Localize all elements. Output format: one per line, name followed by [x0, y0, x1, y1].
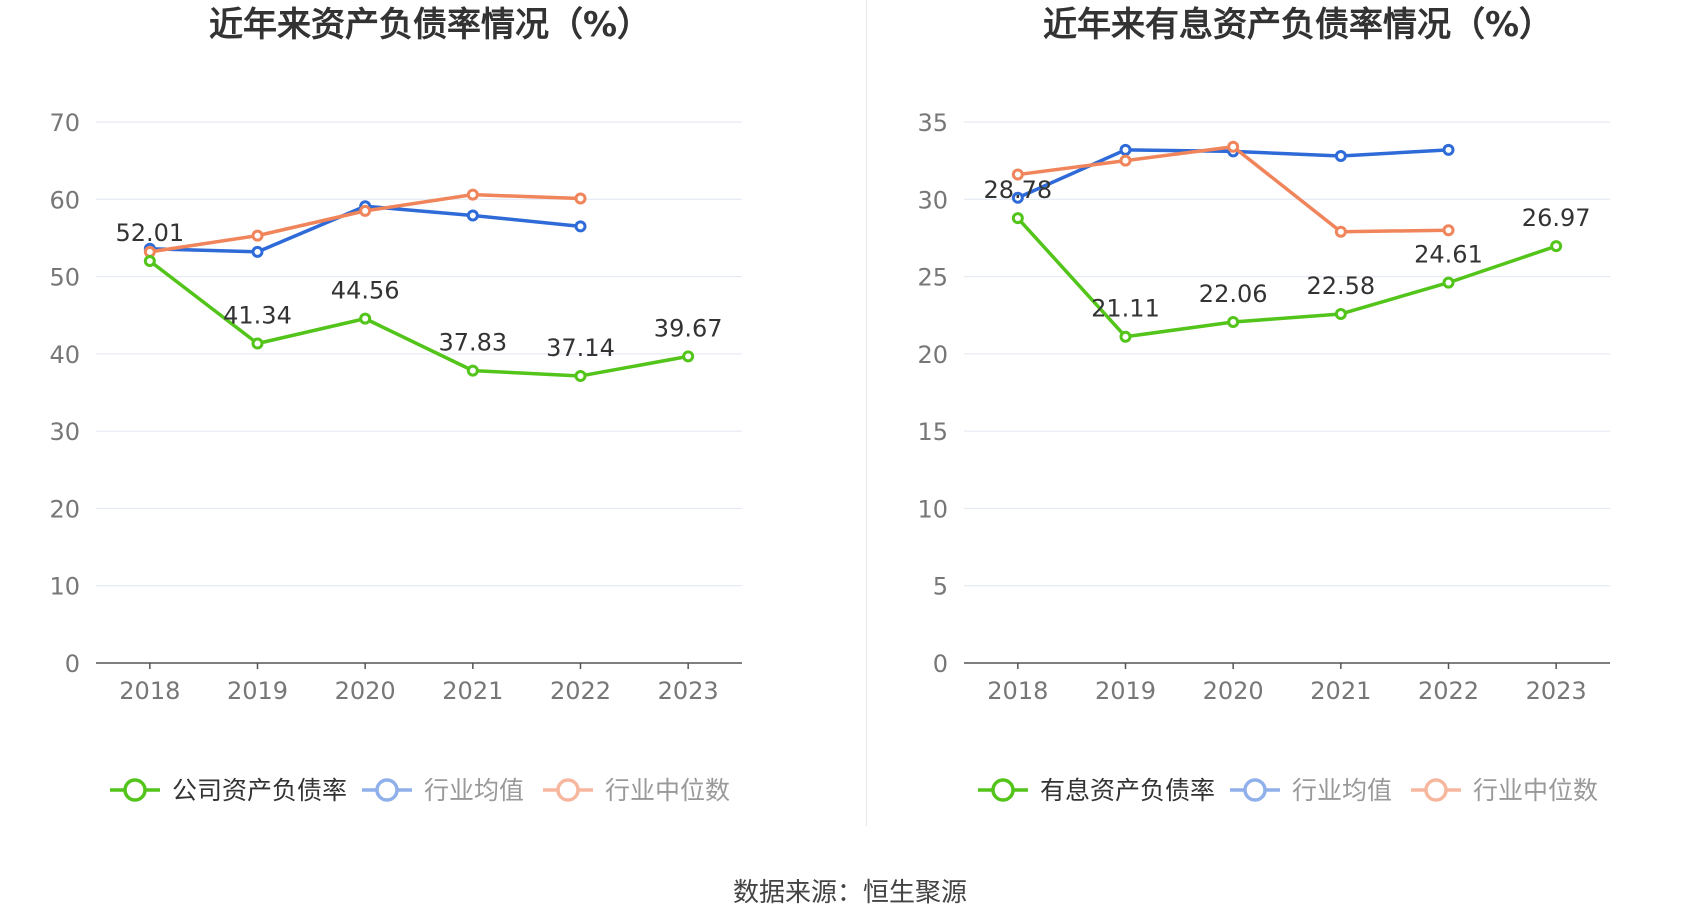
legend-label: 有息资产负债率: [1040, 776, 1215, 805]
data-label: 37.14: [546, 334, 615, 362]
y-tick-label: 0: [65, 650, 80, 678]
data-label: 39.67: [654, 314, 723, 342]
legend-label: 行业中位数: [605, 776, 730, 805]
y-tick-label: 0: [933, 650, 948, 678]
data-label: 22.06: [1199, 280, 1268, 308]
legend-marker: [1243, 778, 1267, 802]
x-tick-label: 2018: [119, 677, 180, 705]
legend-label: 行业中位数: [1473, 776, 1598, 805]
x-tick-label: 2023: [658, 677, 719, 705]
chart-title: 近年来资产负债率情况（%）: [209, 5, 651, 45]
legend-marker: [556, 778, 580, 802]
y-tick-label: 30: [49, 418, 80, 446]
y-tick-label: 5: [933, 573, 948, 601]
y-tick-label: 50: [49, 264, 80, 292]
x-tick-label: 2020: [335, 677, 396, 705]
series-point: [1119, 330, 1132, 343]
y-tick-label: 60: [49, 186, 80, 214]
x-tick-label: 2021: [1310, 677, 1371, 705]
series-point: [1227, 316, 1240, 329]
data-label: 41.34: [223, 302, 292, 330]
legend-label: 行业均值: [1292, 776, 1392, 805]
series-point: [359, 312, 372, 325]
series-point: [143, 255, 156, 268]
legend-label: 行业均值: [424, 776, 524, 805]
y-tick-label: 30: [917, 186, 948, 214]
data-source-note: 数据来源：恒生聚源: [732, 878, 967, 908]
x-tick-label: 2023: [1526, 677, 1587, 705]
data-label: 21.11: [1091, 295, 1160, 323]
series-point: [1011, 168, 1024, 181]
series-point: [1334, 307, 1347, 320]
series-point: [1550, 240, 1563, 253]
series-point: [1334, 225, 1347, 238]
series-point: [574, 192, 587, 205]
series-point: [1011, 191, 1024, 204]
data-label: 52.01: [115, 219, 184, 247]
x-tick-label: 2019: [227, 677, 288, 705]
series-line: [1016, 216, 1557, 339]
series-point: [1227, 140, 1240, 153]
data-label: 24.61: [1414, 241, 1483, 269]
data-label: 26.97: [1522, 204, 1591, 232]
x-tick-label: 2022: [1418, 677, 1479, 705]
liability-ratio-chart: 近年来资产负债率情况（%） 0 10 20 30 40 50 60 70 2018 2019 2020…: [49, 5, 742, 805]
x-tick-label: 2018: [987, 677, 1048, 705]
x-tick-label: 2022: [550, 677, 611, 705]
y-tick-label: 40: [49, 341, 80, 369]
series-point: [1442, 224, 1455, 237]
data-label: 44.56: [331, 277, 400, 305]
series-point: [359, 204, 372, 217]
series-line: [1017, 144, 1449, 234]
data-label: 28.78: [983, 176, 1052, 204]
series-point: [1011, 212, 1024, 225]
legend-marker: [991, 778, 1015, 802]
y-tick-label: 35: [917, 109, 948, 137]
series-point: [251, 245, 264, 258]
legend-marker: [375, 778, 399, 802]
data-label: 37.83: [438, 329, 507, 357]
data-label: 22.58: [1306, 272, 1375, 300]
y-tick-label: 15: [917, 418, 948, 446]
panel-divider: [866, 0, 867, 826]
x-tick-label: 2020: [1203, 677, 1264, 705]
series-point: [466, 364, 479, 377]
y-tick-label: 25: [917, 264, 948, 292]
legend-marker: [1424, 778, 1448, 802]
series-point: [466, 209, 479, 222]
chart-title: 近年来有息资产负债率情况（%）: [1043, 5, 1553, 45]
series-line: [148, 259, 689, 378]
y-tick-label: 70: [49, 109, 80, 137]
chart-panel-left: 近年来资产负债率情况（%） 0 10 20 30 40 50 60 70 2018 2019 2020…: [0, 0, 860, 830]
y-tick-label: 20: [49, 495, 80, 523]
y-tick-label: 20: [917, 341, 948, 369]
series-point: [574, 369, 587, 382]
series-point: [251, 229, 264, 242]
series-point: [1442, 143, 1455, 156]
interest-bearing-liability-ratio-chart: 近年来有息资产负债率情况（%） 0 5 10 15 20 25 30 35 2018 2019 202…: [917, 5, 1610, 805]
y-tick-label: 10: [917, 495, 948, 523]
series-point: [574, 220, 587, 233]
legend-label: 公司资产负债率: [172, 776, 347, 805]
series-point: [1442, 276, 1455, 289]
series-point: [1119, 143, 1132, 156]
series-point: [682, 350, 695, 363]
series-point: [251, 337, 264, 350]
x-tick-label: 2019: [1095, 677, 1156, 705]
series-point: [1119, 154, 1132, 167]
chart-panel-right: 近年来有息资产负债率情况（%） 0 5 10 15 20 25 30 35 2018 2019 202…: [868, 0, 1700, 830]
series-point: [466, 188, 479, 201]
y-tick-label: 10: [49, 573, 80, 601]
series-point: [1334, 150, 1347, 163]
legend-marker: [123, 778, 147, 802]
x-tick-label: 2021: [442, 677, 503, 705]
series-point: [143, 245, 156, 258]
